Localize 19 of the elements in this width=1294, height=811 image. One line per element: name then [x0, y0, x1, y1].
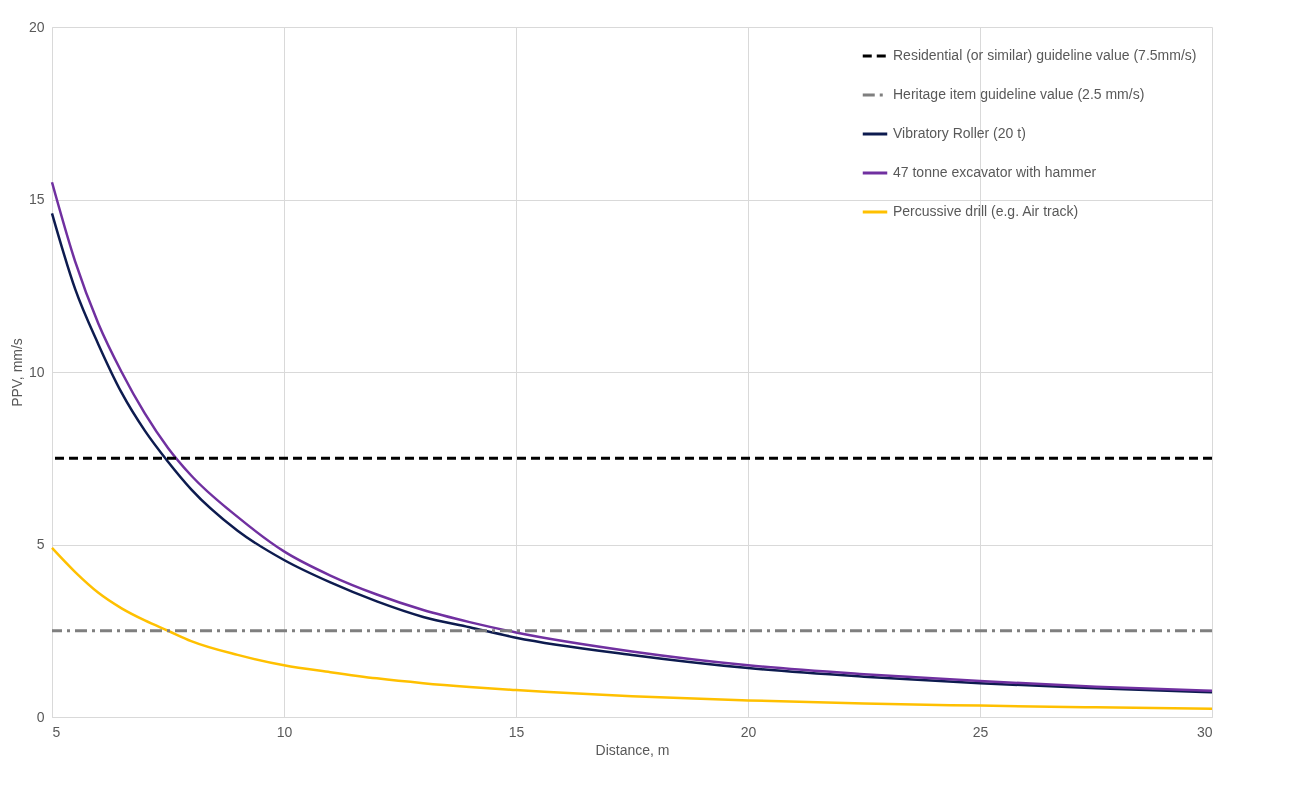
line-series [50, 546, 1214, 710]
y-tick-label: 0 [36, 708, 45, 725]
x-tick-label: 5 [52, 723, 61, 740]
y-tick-label: 5 [36, 536, 45, 552]
legend-label: Residential (or similar) guideline value (7.5mm/s) [893, 47, 1197, 63]
legend-label: 47 tonne excavator with hammer [893, 164, 1097, 180]
y-tick-label: 15 [28, 191, 45, 207]
x-tick-label: 25 [972, 723, 989, 740]
y-tick-label: 20 [28, 18, 45, 35]
y-axis-title: PPV, mm/s [8, 338, 25, 407]
x-tick-label: 10 [276, 723, 293, 740]
y-tick-label: 10 [28, 363, 45, 380]
legend-label: Heritage item guideline value (2.5 mm/s) [893, 86, 1145, 102]
x-tick-label: 20 [740, 723, 757, 740]
legend-label: Percussive drill (e.g. Air track) [893, 203, 1079, 219]
x-tick-label: 30 [1196, 723, 1213, 740]
x-tick-label: 15 [508, 723, 525, 740]
x-axis-title: Distance, m [595, 741, 670, 758]
legend-label: Vibratory Roller (20 t) [893, 125, 1026, 141]
